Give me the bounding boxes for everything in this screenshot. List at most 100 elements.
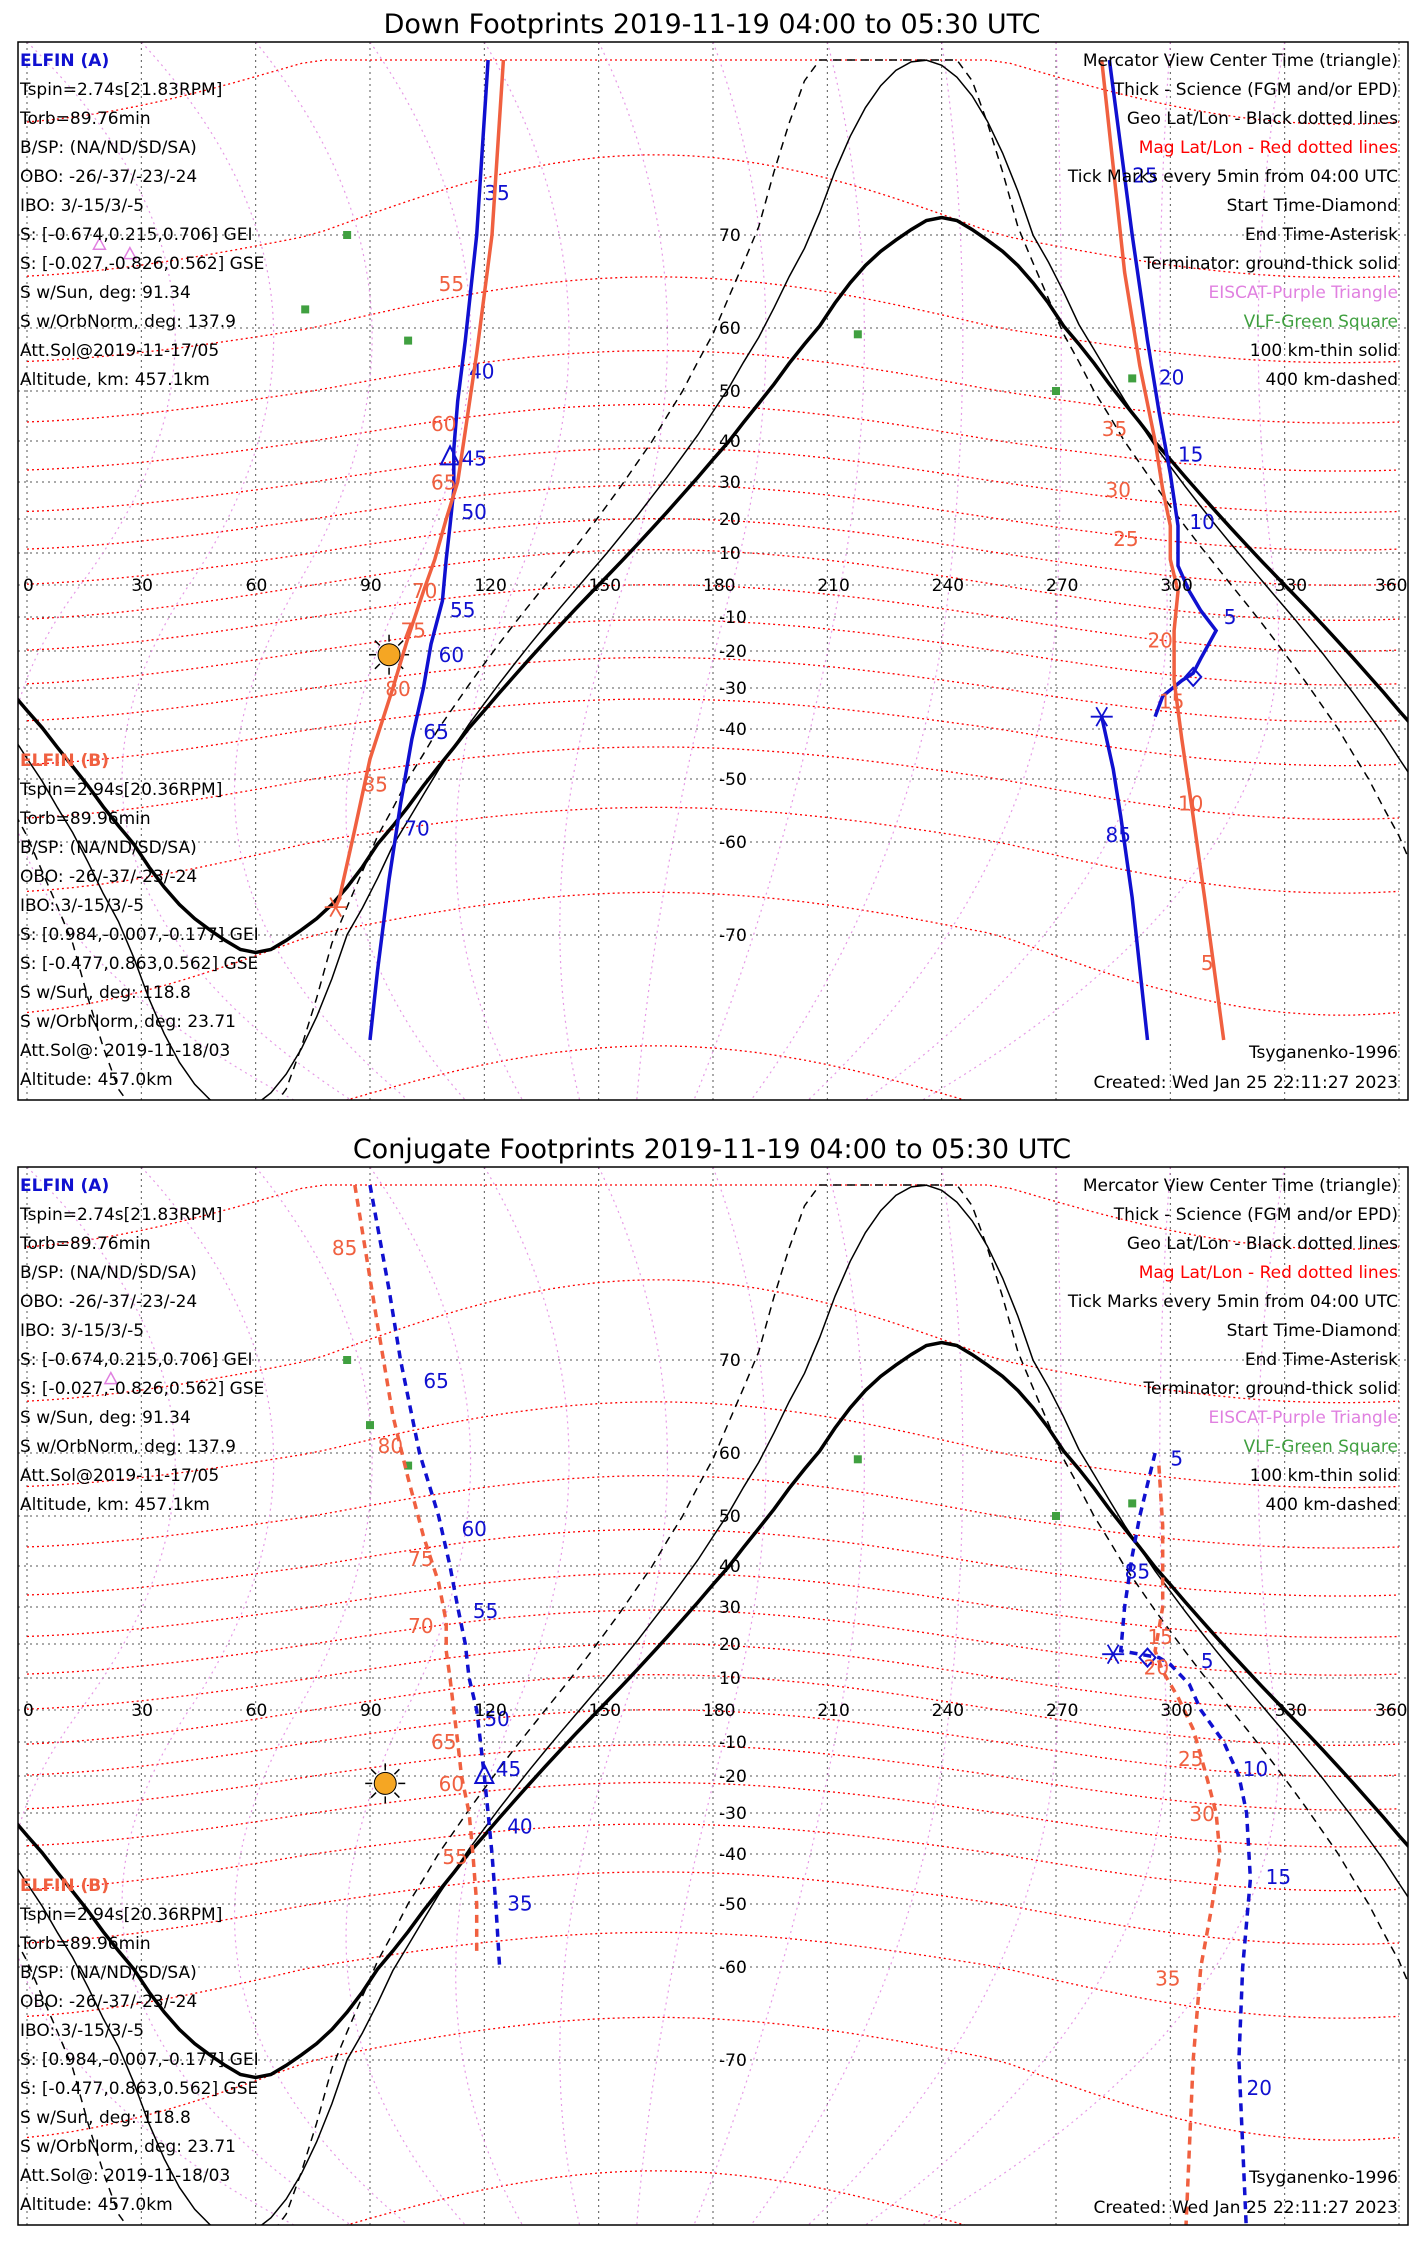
lat-tick-label: -10 xyxy=(719,608,747,628)
elfin-b-info-line: OBO: -26/-37/-23/-24 xyxy=(20,1992,197,2012)
lon-tick-label: 360 xyxy=(1375,576,1407,596)
elfin-b-tick-label: 65 xyxy=(431,470,456,494)
elfin-b-tick-label: 80 xyxy=(378,1434,403,1458)
lat-tick-label: 70 xyxy=(719,226,741,246)
lat-tick-label: 60 xyxy=(719,1444,741,1464)
legend-entry: 400 km-dashed xyxy=(1266,370,1398,390)
elfin-b-tick-label: 15 xyxy=(1147,1625,1172,1649)
mag-parallel xyxy=(26,1781,1400,1848)
elfin-b-tick-label: 80 xyxy=(385,677,410,701)
elfin-b-info-line: B/SP: (NA/ND/SD/SA) xyxy=(20,838,197,858)
elfin-a-tick-label: 55 xyxy=(450,598,475,622)
lon-tick-label: 360 xyxy=(1375,1701,1407,1721)
mag-meridian xyxy=(922,1167,1286,2225)
lon-tick-label: 210 xyxy=(817,1701,849,1721)
lon-tick-label: 120 xyxy=(474,1701,506,1721)
elfin-b-info-line: IBO: 3/-15/3/-5 xyxy=(20,896,144,916)
lat-tick-label: -60 xyxy=(719,1958,747,1978)
legend-entry: End Time-Asterisk xyxy=(1245,225,1398,245)
elfin-b-tick-label: 20 xyxy=(1147,629,1172,653)
legend-entry: Terminator: ground-thick solid xyxy=(1142,254,1398,274)
elfin-a-header: ELFIN (A) xyxy=(20,51,109,71)
elfin-a-tick-label: 5 xyxy=(1224,605,1237,629)
elfin-b-info-line: S: [-0.477,0.863,0.562] GSE xyxy=(20,2079,258,2099)
lat-tick-label: -20 xyxy=(719,642,747,662)
lat-tick-label: -40 xyxy=(719,1845,747,1865)
elfin-a-end-asterisk xyxy=(1090,706,1113,727)
lat-tick-label: -30 xyxy=(719,1804,747,1824)
mag-parallel xyxy=(26,806,1400,894)
lon-tick-label: 60 xyxy=(246,576,268,596)
lon-tick-label: 300 xyxy=(1160,576,1192,596)
mag-parallel xyxy=(26,518,1400,586)
sun-ray xyxy=(370,1792,377,1799)
vlf-station xyxy=(404,336,413,345)
elfin-a-tick-label: 20 xyxy=(1159,366,1184,390)
elfin-b-tick-label: 70 xyxy=(408,1614,433,1638)
mag-meridian xyxy=(750,42,964,1100)
terminator-400km xyxy=(18,1184,1408,2225)
mag-meridian xyxy=(455,1167,570,2225)
elfin-b-track-segment-2 xyxy=(1153,1465,1222,2225)
mag-parallel xyxy=(26,619,1400,686)
lon-tick-label: 270 xyxy=(1046,1701,1078,1721)
asterisk-stroke xyxy=(329,897,342,918)
mag-meridian xyxy=(807,42,1062,1100)
legend-entry: Mag Lat/Lon - Red dotted lines xyxy=(1139,138,1398,158)
lat-tick-label: -40 xyxy=(719,720,747,740)
elfin-a-info-line: S: [-0.027,-0.826,0.562] GSE xyxy=(20,1379,264,1399)
mag-parallel xyxy=(26,2016,1400,2141)
terminator-ground xyxy=(18,215,1408,955)
elfin-a-end-asterisk xyxy=(1102,1644,1125,1665)
elfin-a-track-segment-3 xyxy=(1099,716,1150,1041)
elfin-a-tick-label: 15 xyxy=(1178,443,1203,467)
elfin-b-info-line: S w/Sun, deg: 118.8 xyxy=(20,983,191,1003)
elfin-a-info-line: S: [-0.027,-0.826,0.562] GSE xyxy=(20,254,264,274)
elfin-a-info-line: OBO: -26/-37/-23/-24 xyxy=(20,1292,197,1312)
elfin-a-tick-label: 55 xyxy=(473,1599,498,1623)
mag-parallel xyxy=(26,698,1400,767)
elfin-b-tick-label: 70 xyxy=(412,579,437,603)
lon-tick-label: 60 xyxy=(246,1701,268,1721)
mag-parallel xyxy=(26,549,1400,621)
elfin-b-info-line: S w/Sun, deg: 118.8 xyxy=(20,2108,191,2128)
elfin-a-info-line: Tspin=2.74s[21.83RPM] xyxy=(19,1205,222,1225)
elfin-b-tick-label: 85 xyxy=(362,773,387,797)
lat-tick-label: 10 xyxy=(719,1669,741,1689)
lon-tick-label: 210 xyxy=(817,576,849,596)
elfin-a-tick-label: 20 xyxy=(1247,2076,1272,2100)
vlf-station xyxy=(1128,1499,1137,1508)
mag-meridian xyxy=(693,42,865,1100)
elfin-b-info-line: Tspin=2.94s[20.36RPM] xyxy=(19,1905,222,1925)
lat-tick-label: -50 xyxy=(719,1895,747,1915)
terminator-100km xyxy=(18,1184,1408,2225)
elfin-b-end-asterisk xyxy=(324,897,347,918)
lon-tick-label: 150 xyxy=(589,576,621,596)
elfin-b-info-line: Tspin=2.94s[20.36RPM] xyxy=(19,780,222,800)
lat-tick-label: -50 xyxy=(719,770,747,790)
elfin-b-tick-label: 75 xyxy=(408,1547,433,1571)
elfin-b-track-segment-1 xyxy=(334,59,506,908)
lat-tick-label: -30 xyxy=(719,679,747,699)
legend-entry: Tick Marks every 5min from 04:00 UTC xyxy=(1067,167,1398,187)
lat-tick-label: 30 xyxy=(719,473,741,493)
mag-parallel xyxy=(26,1528,1400,1597)
lat-tick-label: 50 xyxy=(719,1507,741,1527)
elfin-a-tick-label: 50 xyxy=(484,1707,509,1731)
plot-frame xyxy=(17,1166,1409,2226)
elfin-b-info-line: Altitude: 457.0km xyxy=(20,2195,173,2215)
elfin-b-tick-label: 20 xyxy=(1144,1656,1169,1680)
vlf-station xyxy=(301,305,310,314)
elfin-a-start-diamond xyxy=(1138,1647,1157,1669)
mag-meridian xyxy=(121,1167,352,2225)
elfin-a-tick-label: 85 xyxy=(1125,1559,1150,1583)
elfin-b-info-line: Altitude: 457.0km xyxy=(20,1070,173,1090)
mag-parallel xyxy=(26,584,1400,652)
elfin-b-tick-label: 55 xyxy=(439,272,464,296)
sun-ray xyxy=(397,640,404,647)
elfin-b-tick-label: 65 xyxy=(431,1730,456,1754)
lat-tick-label: -70 xyxy=(719,2051,747,2071)
mag-meridian xyxy=(455,42,570,1100)
lon-tick-label: 120 xyxy=(474,576,506,596)
eiscat-station xyxy=(92,236,107,251)
